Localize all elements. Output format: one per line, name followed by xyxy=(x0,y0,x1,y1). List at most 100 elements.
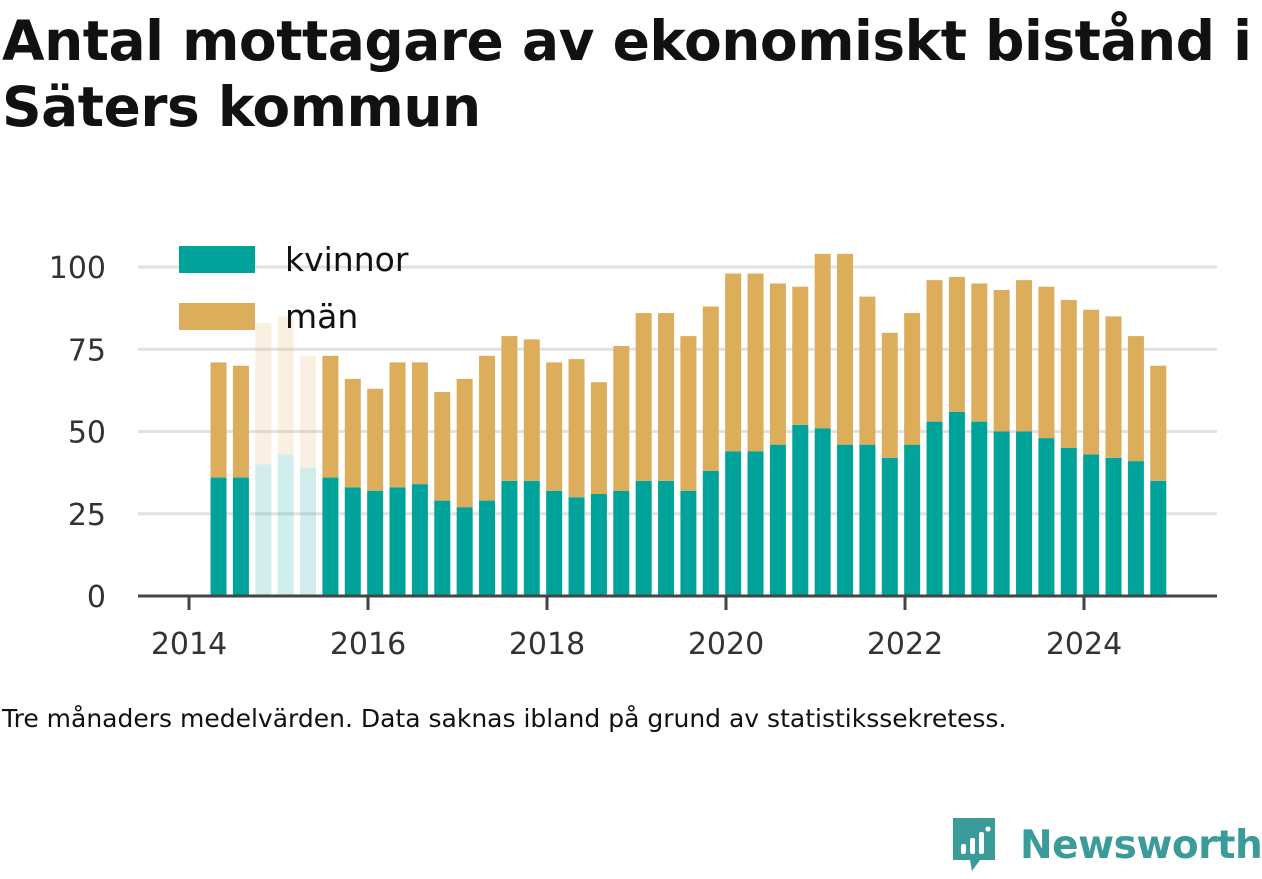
bar-man xyxy=(434,392,451,501)
bar-man xyxy=(1038,286,1055,439)
y-tick-label: 50 xyxy=(68,416,106,451)
brand-logo[interactable]: Newsworthy xyxy=(950,816,1262,874)
bar-kvinnor xyxy=(1060,447,1077,596)
bar-kvinnor xyxy=(1016,431,1033,596)
bar-kvinnor xyxy=(948,411,965,596)
bar-kvinnor xyxy=(255,464,272,596)
bar-man xyxy=(255,322,272,465)
bar-kvinnor xyxy=(725,451,742,596)
bar-man xyxy=(725,273,742,452)
bar-kvinnor xyxy=(1038,438,1055,596)
bar-kvinnor xyxy=(411,484,428,596)
bar-man xyxy=(814,253,831,429)
legend-swatch xyxy=(179,303,255,330)
bar-kvinnor xyxy=(523,480,540,596)
y-axis-ticks: 0 25 50 75 100 xyxy=(49,251,106,615)
bar-man xyxy=(523,339,540,481)
bar-kvinnor xyxy=(837,444,854,596)
x-axis: 2014 2016 2018 2020 2022 2024 xyxy=(138,594,1217,662)
bar-kvinnor xyxy=(300,467,317,596)
bar-man xyxy=(1127,336,1144,462)
bar-man xyxy=(277,316,294,455)
legend-swatch xyxy=(179,246,255,273)
bar-kvinnor xyxy=(456,507,473,596)
bar-kvinnor xyxy=(501,480,518,596)
bar-kvinnor xyxy=(993,431,1010,596)
x-tick-label: 2022 xyxy=(867,627,943,662)
bar-kvinnor xyxy=(792,424,809,596)
y-tick-label: 75 xyxy=(68,333,106,368)
bar-man xyxy=(769,283,786,445)
bar-kvinnor xyxy=(926,421,943,596)
x-tick-label: 2020 xyxy=(688,627,764,662)
x-tick-label: 2018 xyxy=(509,627,585,662)
bar-man xyxy=(993,290,1010,432)
bar-kvinnor xyxy=(568,497,585,596)
bar-kvinnor xyxy=(344,487,361,596)
bar-man xyxy=(590,382,607,495)
bar-kvinnor xyxy=(904,444,921,596)
bar-man xyxy=(881,332,898,458)
bar-man xyxy=(1083,309,1100,455)
bar-man xyxy=(680,336,697,491)
bar-kvinnor xyxy=(479,500,496,596)
bar-man xyxy=(837,253,854,445)
x-tick-label: 2016 xyxy=(330,627,406,662)
bar-kvinnor xyxy=(814,428,831,596)
bar-kvinnor xyxy=(613,490,630,596)
bar-kvinnor xyxy=(1083,454,1100,596)
chart-title: Antal mottagare av ekonomiskt bistånd i … xyxy=(2,9,1252,139)
bar-man xyxy=(389,362,406,488)
bar-kvinnor xyxy=(747,451,764,596)
x-tick-label: 2014 xyxy=(151,627,227,662)
bar-kvinnor xyxy=(881,457,898,596)
bar-man xyxy=(210,362,227,478)
bar-kvinnor xyxy=(322,477,339,596)
bar-kvinnor xyxy=(434,500,451,596)
bar-man xyxy=(411,362,428,485)
legend-label: män xyxy=(285,297,358,336)
bar-kvinnor xyxy=(1105,457,1122,596)
bar-man xyxy=(456,378,473,508)
bar-man xyxy=(300,355,317,468)
y-tick-label: 100 xyxy=(49,251,106,286)
bar-man xyxy=(501,336,518,481)
bar-man xyxy=(479,355,496,501)
bar-man xyxy=(1150,365,1167,481)
bar-man xyxy=(367,388,384,491)
bar-kvinnor xyxy=(680,490,697,596)
x-tick-label: 2024 xyxy=(1046,627,1122,662)
bar-man xyxy=(926,280,943,422)
bar-man xyxy=(1060,299,1077,448)
bar-man xyxy=(546,362,563,491)
bar-man xyxy=(747,273,764,452)
legend: kvinnor män xyxy=(179,240,409,336)
bar-kvinnor xyxy=(859,444,876,596)
bar-kvinnor xyxy=(769,444,786,596)
bar-man xyxy=(658,313,675,481)
bar-kvinnor xyxy=(971,421,988,596)
bar-kvinnor xyxy=(232,477,249,596)
bar-kvinnor xyxy=(546,490,563,596)
bar-kvinnor xyxy=(389,487,406,596)
bar-man xyxy=(1016,280,1033,432)
legend-label: kvinnor xyxy=(285,240,409,279)
bar-kvinnor xyxy=(210,477,227,596)
bar-kvinnor xyxy=(1127,461,1144,596)
gridlines xyxy=(138,265,1217,516)
bar-man xyxy=(568,359,585,498)
bar-man xyxy=(322,355,339,478)
bar-man xyxy=(232,365,249,478)
bar-man xyxy=(613,345,630,491)
bar-kvinnor xyxy=(702,470,719,596)
bar-kvinnor xyxy=(590,494,607,596)
bar-man xyxy=(948,276,965,412)
brand-name: Newsworthy xyxy=(1020,822,1262,868)
y-tick-label: 25 xyxy=(68,498,106,533)
bar-man xyxy=(635,313,652,481)
bars xyxy=(210,253,1167,596)
bar-man xyxy=(859,296,876,445)
bar-kvinnor xyxy=(367,490,384,596)
bar-man xyxy=(971,283,988,422)
